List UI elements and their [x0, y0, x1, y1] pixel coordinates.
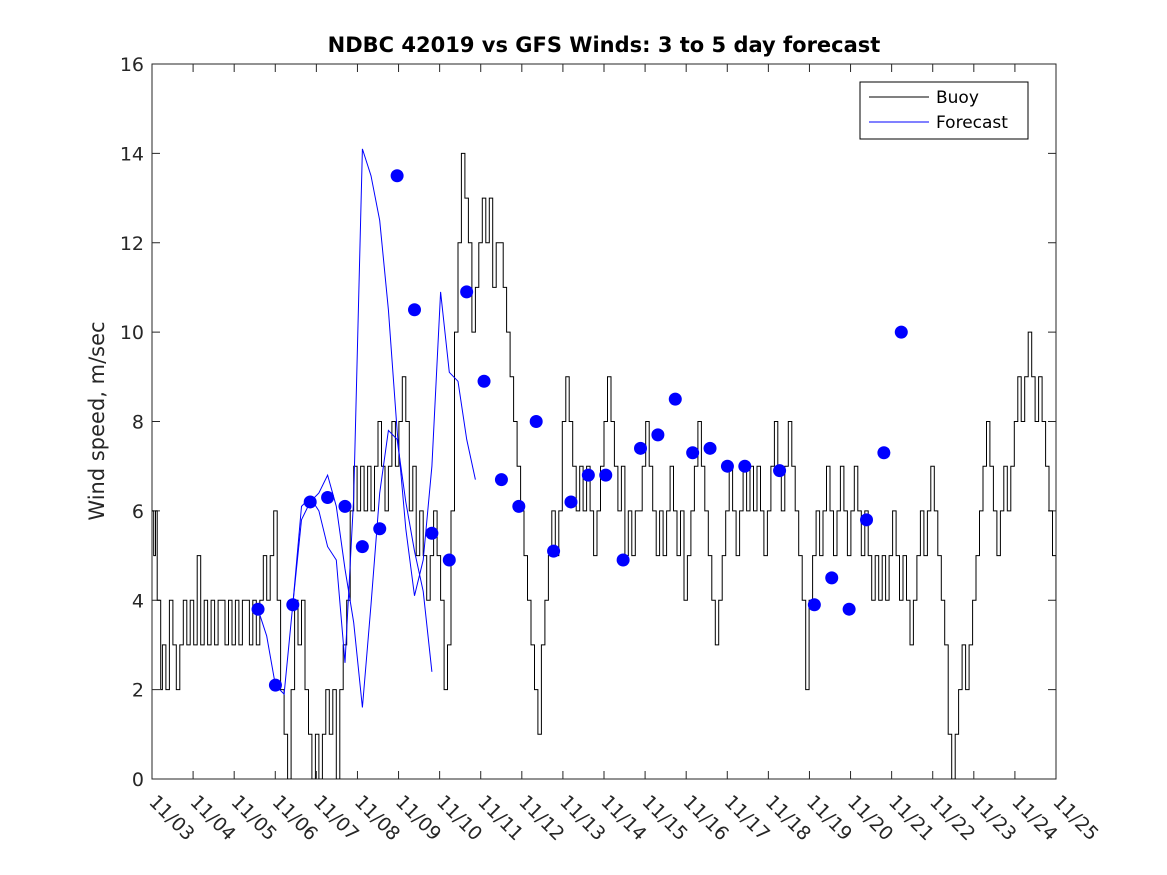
forecast-point — [686, 446, 700, 460]
y-tick-label: 4 — [132, 590, 144, 612]
y-tick-label: 6 — [132, 501, 144, 523]
y-tick-label: 16 — [120, 54, 144, 76]
forecast-point — [877, 446, 891, 460]
forecast-point — [460, 285, 474, 299]
chart-title: NDBC 42019 vs GFS Winds: 3 to 5 day fore… — [328, 33, 881, 57]
y-axis-ticks: 0 2 4 6 8 10 12 14 16 — [120, 54, 1056, 791]
forecast-point — [373, 522, 387, 536]
x-tick-label: 11/21 — [884, 791, 938, 845]
y-tick-label: 10 — [120, 322, 144, 344]
forecast-point — [425, 526, 439, 540]
forecast-point — [286, 598, 300, 612]
x-tick-label: 11/20 — [843, 791, 897, 845]
forecast-point — [529, 415, 543, 428]
x-tick-label: 11/15 — [638, 791, 692, 845]
x-tick-label: 11/18 — [761, 791, 815, 845]
x-tick-label: 11/10 — [432, 791, 486, 845]
x-tick-label: 11/19 — [802, 791, 856, 845]
x-tick-label: 11/13 — [555, 791, 609, 845]
forecast-point — [390, 169, 404, 183]
forecast-point — [668, 392, 682, 406]
forecast-point — [842, 602, 856, 616]
x-tick-label: 11/25 — [1048, 791, 1102, 845]
forecast-point — [442, 553, 456, 567]
forecast-point — [494, 473, 508, 487]
forecast-point — [599, 468, 613, 482]
forecast-point — [547, 544, 561, 558]
forecast-point — [408, 303, 422, 317]
buoy-line — [152, 152, 1056, 779]
forecast-point — [860, 513, 874, 527]
forecast-line-2 — [292, 429, 433, 708]
x-tick-label: 11/11 — [473, 791, 527, 845]
forecast-point — [720, 459, 734, 473]
forecast-point — [703, 441, 717, 455]
forecast-point — [303, 495, 317, 509]
legend-forecast-label: Forecast — [936, 113, 1008, 133]
x-tick-label: 11/17 — [720, 791, 774, 845]
y-tick-label: 12 — [120, 233, 144, 255]
x-tick-label: 11/05 — [227, 791, 281, 845]
forecast-point — [355, 540, 369, 554]
forecast-point — [616, 553, 630, 567]
x-tick-label: 11/06 — [268, 791, 322, 845]
x-tick-label: 11/07 — [309, 791, 363, 845]
x-tick-label: 11/12 — [514, 791, 568, 845]
forecast-point — [321, 490, 335, 504]
forecast-point — [738, 459, 752, 473]
x-tick-label: 11/16 — [679, 791, 733, 845]
legend: Buoy Forecast — [859, 81, 1029, 140]
legend-box — [859, 81, 1029, 140]
x-tick-label: 11/03 — [144, 791, 198, 845]
forecast-point — [581, 468, 595, 482]
forecast-point — [825, 571, 839, 585]
x-tick-label: 11/04 — [186, 791, 240, 845]
y-axis-label: Wind speed, m/sec — [85, 321, 109, 520]
x-tick-label: 11/14 — [596, 791, 650, 845]
y-tick-label: 2 — [132, 680, 144, 702]
forecast-point — [477, 374, 491, 388]
forecast-point — [773, 464, 787, 478]
x-tick-label: 11/22 — [925, 791, 979, 845]
y-tick-label: 8 — [132, 412, 144, 434]
x-tick-label: 11/09 — [391, 791, 445, 845]
forecast-point — [251, 602, 265, 616]
y-tick-label: 0 — [132, 769, 144, 791]
x-tick-label: 11/23 — [966, 791, 1020, 845]
forecast-point — [894, 325, 908, 339]
forecast-point — [807, 598, 821, 612]
forecast-point — [564, 495, 578, 509]
y-tick-label: 14 — [120, 143, 144, 165]
legend-buoy-label: Buoy — [936, 88, 979, 108]
forecast-point — [268, 678, 282, 692]
forecast-point — [634, 441, 648, 455]
x-tick-label: 11/24 — [1007, 791, 1061, 845]
forecast-point — [338, 499, 352, 513]
x-tick-label: 11/08 — [350, 791, 404, 845]
forecast-point — [512, 499, 526, 513]
forecast-point — [651, 428, 665, 442]
plot-content — [152, 148, 1056, 779]
